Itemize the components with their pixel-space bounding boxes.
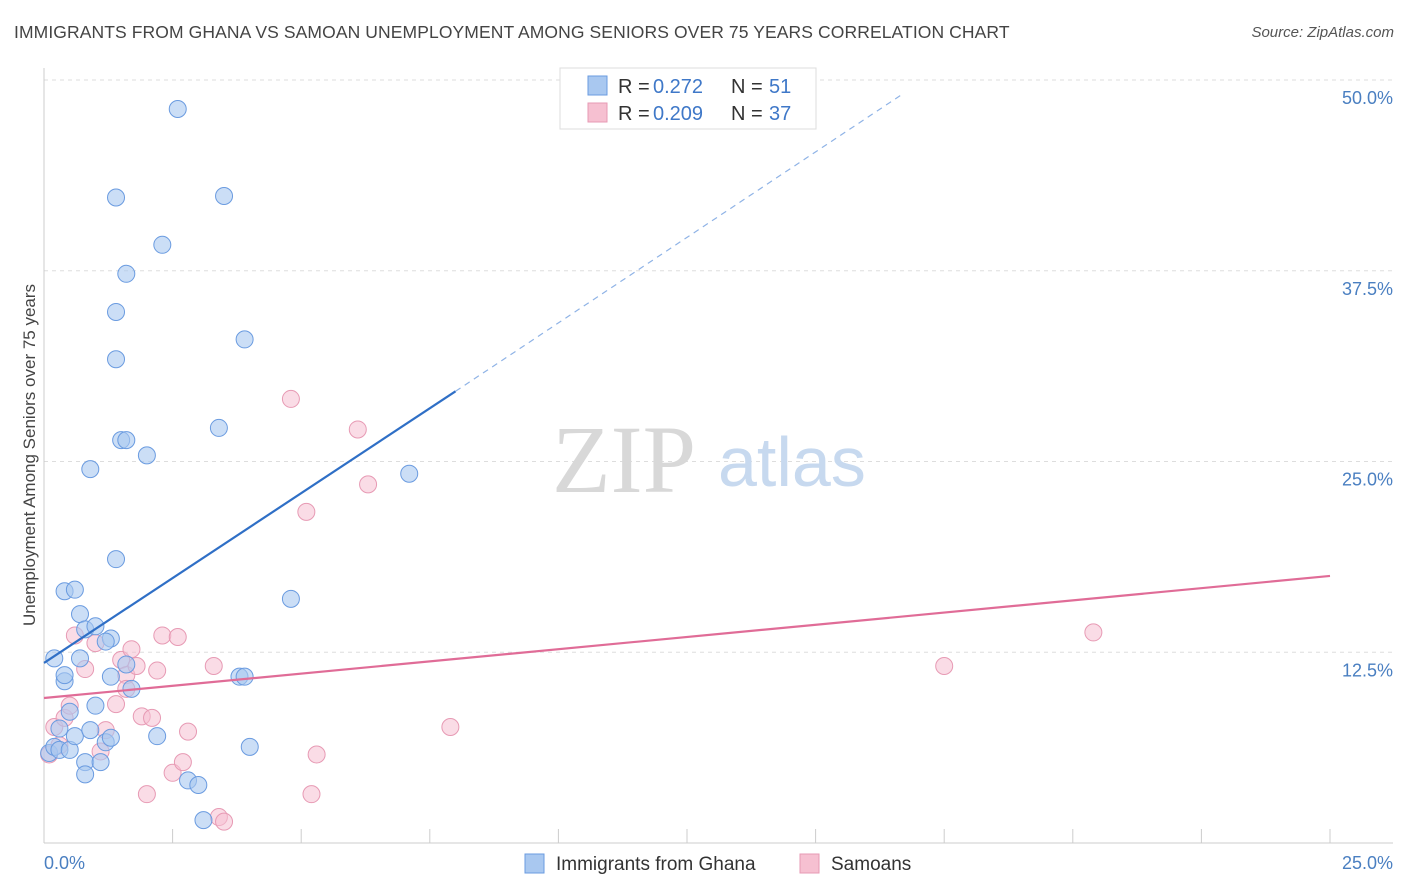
samoans-point [297,502,316,521]
legend-n-label: N = [731,103,763,125]
legend-r-value-ghana: 0.272 [653,76,703,98]
legend-swatch-ghana [524,853,545,874]
samoans-point [148,661,167,680]
samoans-point [137,785,156,804]
legend-r-label: R = [618,76,650,98]
legend-label-ghana: Immigrants from Ghana [556,854,756,875]
samoans-point [359,475,378,494]
ghana-point [189,776,208,795]
ghana-point [117,264,136,283]
ghana-point [137,446,156,465]
watermark-zip: ZIP [552,406,696,513]
ghana-point [50,719,69,738]
ghana-point [101,667,120,686]
samoans-point [173,753,192,772]
ghana-point [60,702,79,721]
y-axis-label: Unemployment Among Seniors over 75 years [20,284,39,626]
samoans-point [307,745,326,764]
tick-labels: 12.5% 25.0% 37.5% 50.0% 0.0% 25.0% [44,88,1393,873]
ghana-point [76,765,95,784]
ghana-point [107,350,126,369]
series-legend: Immigrants from Ghana Samoans [524,853,911,875]
ghana-point [235,330,254,349]
samoans-point [348,420,367,439]
ghana-point [71,649,90,668]
ghana-trend-extension [455,93,904,392]
legend-swatch-samoans [799,853,820,874]
legend-r-value-samoans: 0.209 [653,103,703,125]
samoans-point [935,656,954,675]
ghana-point [91,753,110,772]
legend-label-samoans: Samoans [831,854,911,875]
ghana-point [148,727,167,746]
ghana-point [168,99,187,118]
samoans-trend-line [43,574,1331,700]
samoans-point [122,640,141,659]
trend-lines [43,93,1331,700]
samoans-point [441,718,460,737]
legend-swatch-ghana [587,75,608,96]
legend-n-label: N = [731,76,763,98]
ghana-point [81,460,100,479]
source-credit: Source: ZipAtlas.com [1251,24,1394,41]
legend-swatch-samoans [587,102,608,123]
x-tick-label: 25.0% [1342,853,1393,873]
stats-legend: R = 0.272 N = 51 R = 0.209 N = 37 [559,67,817,130]
data-points [40,99,1103,831]
watermark: ZIP atlas [552,406,866,513]
legend-r-label: R = [618,103,650,125]
ghana-point [86,696,105,715]
samoans-point [215,812,234,831]
ghana-point [240,737,259,756]
ghana-point [153,235,172,254]
samoans-point [179,722,198,741]
samoans-point [153,626,172,645]
y-tick-label: 25.0% [1342,470,1393,490]
ghana-point [107,302,126,321]
ghana-point [107,550,126,569]
ghana-point [117,655,136,674]
x-tick-label: 0.0% [44,853,85,873]
ghana-point [281,589,300,608]
grid-lines [44,79,1393,653]
ghana-point [96,632,115,651]
ghana-trend-line [43,390,457,664]
ghana-point [71,605,90,624]
samoans-point [302,785,321,804]
legend-n-value-samoans: 37 [769,103,791,125]
ghana-point [55,666,74,685]
y-tick-label: 12.5% [1342,660,1393,680]
samoans-point [168,627,187,646]
samoans-point [281,389,300,408]
y-tick-label: 50.0% [1342,88,1393,108]
ghana-point [107,188,126,207]
samoans-point [107,695,126,714]
ghana-point [101,728,120,747]
samoans-point [1084,623,1103,642]
ghana-point [65,727,84,746]
axes [43,68,1393,844]
ghana-point [209,418,228,437]
ghana-point [400,464,419,483]
watermark-atlas: atlas [718,423,866,501]
ghana-point [65,580,84,599]
chart-title: IMMIGRANTS FROM GHANA VS SAMOAN UNEMPLOY… [14,22,1010,42]
samoans-point [204,656,223,675]
ghana-point [235,667,254,686]
ghana-point [117,431,136,450]
y-tick-label: 37.5% [1342,279,1393,299]
ghana-point [81,721,100,740]
ghana-point [194,811,213,830]
samoans-point [143,708,162,727]
ghana-point [215,186,234,205]
legend-n-value-ghana: 51 [769,76,791,98]
